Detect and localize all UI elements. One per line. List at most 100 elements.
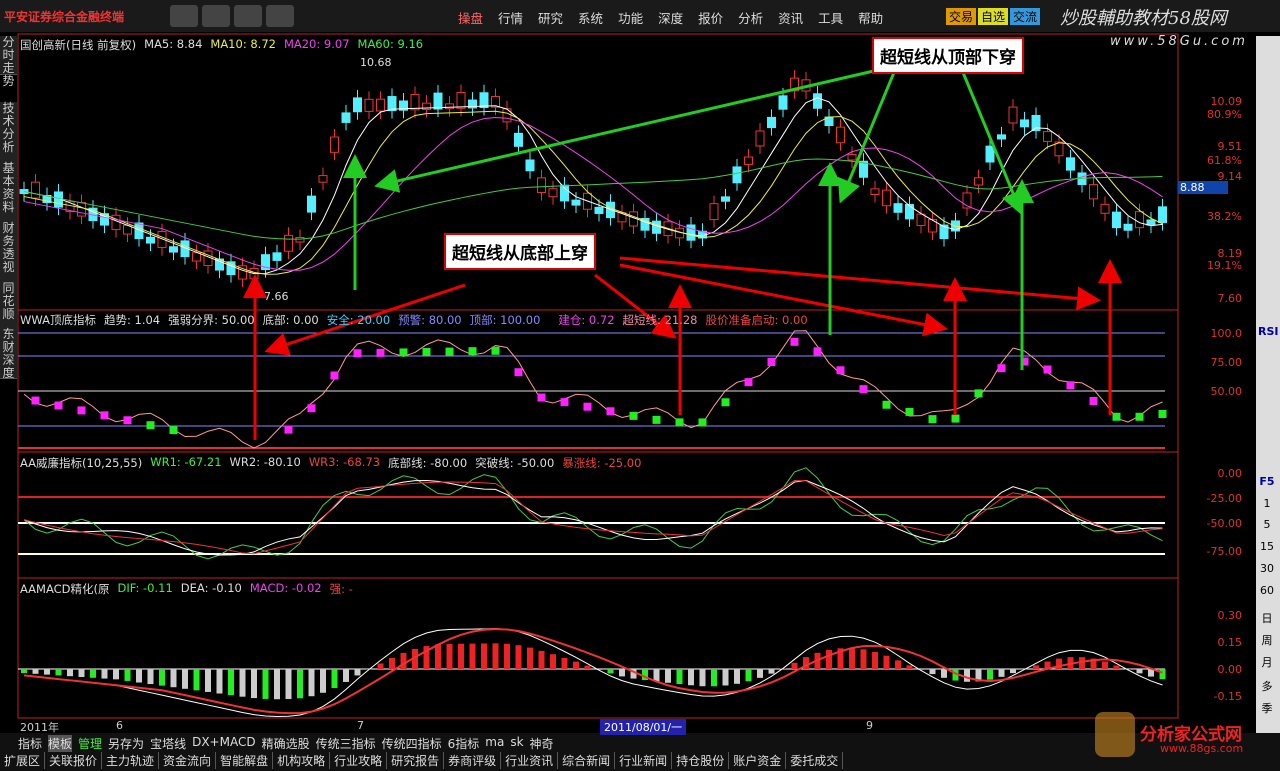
home-button[interactable] <box>170 5 198 27</box>
menu-item[interactable]: 分析 <box>738 11 764 26</box>
decor <box>997 364 1006 373</box>
header-item: MA60: 9.16 <box>357 37 424 51</box>
bottom-tab[interactable]: 账户资金 <box>729 752 787 769</box>
indicator-tab[interactable]: 指标 <box>18 737 43 751</box>
decor <box>548 188 558 198</box>
price-header: 国创高新(日线 前复权) MA5: 8.84 MA10: 8.72 MA20: 9.0… <box>20 37 423 53</box>
header-item: DEA: -0.10 <box>180 581 242 595</box>
indicator-tab[interactable]: 神奇 <box>529 737 554 751</box>
toolbar-item[interactable]: RSI <box>1258 325 1279 338</box>
menu-item[interactable]: 系统 <box>578 11 604 26</box>
decor <box>491 96 500 108</box>
indicator-tab[interactable]: 另存为 <box>108 737 145 751</box>
side-tab[interactable]: 同花顺 <box>0 282 17 333</box>
menu-item[interactable]: 帮助 <box>858 11 884 26</box>
decor <box>1044 661 1051 669</box>
side-tab[interactable]: 基本资料 <box>0 162 17 225</box>
menu-item[interactable]: 行情 <box>498 11 524 26</box>
bottom-tab[interactable]: 综合新闻 <box>558 752 616 769</box>
decor <box>90 669 96 678</box>
side-tab[interactable]: 分时走势 <box>0 36 17 88</box>
decor <box>124 669 131 681</box>
decor <box>469 643 476 669</box>
decor <box>445 347 454 356</box>
decor <box>688 669 694 686</box>
toolbar-item[interactable]: 多 <box>1261 680 1273 693</box>
menu-item[interactable]: 深度 <box>658 11 684 26</box>
header-item: WR3: -68.73 <box>308 455 381 469</box>
quick-button[interactable]: 自选 <box>978 8 1009 25</box>
side-tab[interactable]: 财务透视 <box>0 222 17 285</box>
indicator-tab[interactable]: 传统三指标 <box>315 737 376 751</box>
toolbar-item[interactable]: 月 <box>1261 656 1273 669</box>
menu-item[interactable]: 研究 <box>538 11 564 26</box>
decor <box>803 657 809 669</box>
decor <box>584 665 591 669</box>
toolbar-item[interactable]: 周 <box>1261 634 1273 647</box>
decor <box>755 130 765 147</box>
decor <box>985 145 995 163</box>
bottom-tab[interactable]: 机构攻略 <box>273 752 331 769</box>
indicator-tab[interactable]: 管理 <box>78 737 103 751</box>
toolbar-item[interactable]: F5 <box>1259 475 1275 488</box>
decor <box>514 368 523 377</box>
side-tab[interactable]: 东财深度 <box>0 328 17 380</box>
toolbar-item[interactable]: 1 <box>1263 497 1271 510</box>
header-item: AAMACD精化(原 <box>20 582 110 596</box>
menu-button[interactable] <box>266 5 294 27</box>
forward-button[interactable] <box>234 5 262 27</box>
toolbar-item[interactable]: 30 <box>1260 562 1274 575</box>
decor <box>709 203 719 221</box>
bottom-tab[interactable]: 主力轨迹 <box>102 752 160 769</box>
toolbar-item[interactable]: 季 <box>1261 702 1273 715</box>
decor <box>515 645 522 669</box>
bottom-tab[interactable]: 行业新闻 <box>615 752 673 769</box>
bottom-tab[interactable]: 券商评级 <box>444 752 502 769</box>
decor <box>550 654 556 669</box>
bottom-tab[interactable]: 行业资讯 <box>501 752 559 769</box>
decor <box>722 669 729 686</box>
indicator-tab[interactable]: 模板 <box>48 735 73 752</box>
menu-item[interactable]: 资讯 <box>778 11 804 26</box>
indicator-tab[interactable]: ma <box>485 735 505 749</box>
decor <box>882 400 891 409</box>
toolbar-item[interactable]: 日 <box>1261 612 1273 625</box>
back-button[interactable] <box>202 5 230 27</box>
decor <box>445 103 454 110</box>
decor <box>422 102 431 110</box>
bottom-tab[interactable]: 资金流向 <box>159 752 217 769</box>
toolbar-item[interactable]: 60 <box>1260 584 1274 597</box>
decor <box>504 643 510 669</box>
decor <box>364 98 374 112</box>
low-label: 7.66 <box>264 290 289 303</box>
indicator-tab[interactable]: 宝塔线 <box>150 737 187 751</box>
decor <box>146 421 155 430</box>
decor <box>32 669 39 674</box>
indicator-tab[interactable]: 6指标 <box>447 737 480 751</box>
menu-item[interactable]: 操盘 <box>458 11 484 26</box>
menu-item[interactable]: 工具 <box>818 11 844 26</box>
indicator-tab[interactable]: 精确选股 <box>261 737 310 751</box>
toolbar-item[interactable]: 5 <box>1263 518 1271 531</box>
side-tab[interactable]: 技术分析 <box>0 102 17 163</box>
toolbar-item[interactable]: 15 <box>1260 540 1274 553</box>
bottom-tab[interactable]: 智能解盘 <box>216 752 274 769</box>
indicator-tab[interactable]: DX+MACD <box>192 735 256 749</box>
decor <box>607 669 614 674</box>
menu-item[interactable]: 功能 <box>618 11 644 26</box>
bottom-tab[interactable]: 持仓股份 <box>672 752 730 769</box>
header-item: 顶部: 100.00 <box>469 313 541 327</box>
header-item: 底部: 0.00 <box>262 313 319 327</box>
menu-item[interactable]: 报价 <box>698 11 724 26</box>
quick-button[interactable]: 交流 <box>1010 8 1041 25</box>
bottom-tab[interactable]: 研究报告 <box>387 752 445 769</box>
bottom-tab[interactable]: 委托成交 <box>786 752 844 769</box>
bottom-tab[interactable]: 关联报价 <box>45 752 103 769</box>
quick-button[interactable]: 交易 <box>946 8 977 25</box>
indicator-tab[interactable]: sk <box>510 735 524 749</box>
decor <box>1158 409 1167 418</box>
bottom-tab[interactable]: 扩展区 <box>0 752 46 769</box>
decor <box>226 261 236 276</box>
indicator-tab[interactable]: 传统四指标 <box>381 737 442 751</box>
bottom-tab[interactable]: 行业攻略 <box>330 752 388 769</box>
